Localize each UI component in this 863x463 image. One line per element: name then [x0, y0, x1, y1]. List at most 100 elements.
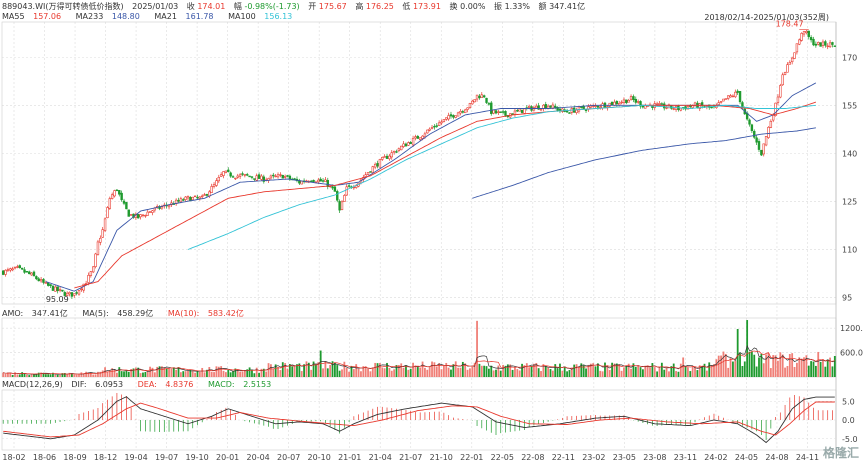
- candle-body: [494, 110, 498, 114]
- amount-bar: [504, 365, 507, 377]
- candle-body: [300, 180, 303, 185]
- amount-bar: [279, 370, 282, 377]
- candle-body: [487, 103, 491, 105]
- amount-bar: [762, 363, 765, 377]
- amount-bar: [461, 361, 464, 377]
- amount-bar: [144, 372, 147, 377]
- amount-bar: [89, 372, 92, 377]
- amount-bar: [251, 370, 253, 377]
- low-item: 低 173.91: [402, 2, 441, 11]
- x-tick-label: 21-07: [399, 453, 422, 462]
- candle-body: [113, 190, 116, 197]
- candle-body: [110, 194, 114, 199]
- candle-body: [764, 136, 768, 146]
- x-tick-label: 19-04: [124, 453, 147, 462]
- candle-body: [800, 33, 803, 41]
- amount-bar: [132, 368, 135, 377]
- amount-bar: [281, 362, 284, 377]
- amount-bar: [300, 371, 303, 377]
- amount-bar: [703, 363, 706, 377]
- candle-body: [84, 283, 88, 285]
- amount-bar: [421, 361, 424, 377]
- candle-body: [520, 109, 524, 113]
- candle-body: [227, 169, 230, 172]
- amount-bar: [559, 363, 561, 377]
- candle-body: [106, 207, 109, 219]
- candle-body: [54, 286, 57, 292]
- macd-dif-line: [3, 396, 835, 444]
- amount-bar: [260, 368, 263, 377]
- candle-body: [658, 103, 661, 105]
- amount-bar: [732, 361, 734, 377]
- amount-bar: [438, 363, 441, 377]
- candle-body: [544, 104, 547, 109]
- amount-bar: [665, 367, 668, 377]
- amount-bar: [580, 363, 583, 377]
- amount-bar: [414, 365, 417, 377]
- x-tick-label: 24-05: [735, 453, 758, 462]
- amount-bar: [400, 363, 403, 377]
- candle-body: [817, 42, 820, 45]
- amount-bar: [604, 362, 606, 377]
- candle-body: [18, 265, 21, 269]
- amount-bar: [319, 350, 322, 377]
- amount-bar: [464, 363, 467, 377]
- amount-bar: [75, 374, 78, 377]
- amount-bar: [108, 370, 111, 377]
- amount-bar: [284, 363, 287, 377]
- candle-body: [774, 102, 777, 116]
- candle-body: [826, 45, 829, 48]
- candle-body: [461, 111, 465, 113]
- candle-body: [281, 174, 284, 179]
- macd-tick-label: 0.0: [842, 416, 855, 425]
- x-tick-label: 18-12: [94, 453, 117, 462]
- amount-bar: [452, 364, 455, 377]
- amount-bar: [803, 357, 805, 377]
- candle-body: [501, 111, 505, 113]
- amount-bar: [336, 365, 339, 377]
- amount-bar: [426, 369, 429, 377]
- amount-bar: [485, 366, 488, 377]
- candle-body: [437, 122, 441, 126]
- amount-bar: [409, 368, 412, 377]
- candle-body: [177, 199, 180, 202]
- candle-body: [490, 102, 493, 114]
- amount-bar: [123, 371, 125, 377]
- amount-bar: [615, 363, 618, 377]
- amount-bar: [364, 366, 367, 377]
- candle-body: [236, 175, 239, 178]
- candle-body: [1, 270, 5, 275]
- candle-body: [238, 174, 242, 177]
- amount-bar: [59, 375, 61, 377]
- amount-bar: [428, 366, 431, 377]
- candle-body: [558, 108, 562, 111]
- amount-bar: [424, 367, 426, 377]
- candle-body: [561, 108, 564, 112]
- amount-bar: [175, 369, 178, 377]
- candle-body: [44, 282, 48, 284]
- amount-bar: [191, 371, 194, 377]
- candle-body: [786, 64, 789, 73]
- open-item: 开 175.67: [308, 2, 347, 11]
- amount-bar: [483, 365, 486, 377]
- ma-line-ma21: [45, 82, 817, 292]
- candle-body: [224, 170, 228, 173]
- amount-bar: [663, 369, 666, 377]
- amount-bar: [734, 360, 737, 377]
- amount-bar: [540, 371, 542, 377]
- amount-bar: [826, 359, 829, 377]
- candle-body: [347, 185, 351, 187]
- candle-body: [753, 130, 756, 138]
- amount-bar: [819, 361, 822, 377]
- amount-bar: [82, 373, 85, 377]
- candle-body: [321, 180, 325, 182]
- amount-bar: [49, 374, 52, 377]
- amount-bar: [457, 367, 459, 377]
- amount-bar: [253, 373, 256, 377]
- candle-body: [108, 198, 112, 209]
- amount-bar: [322, 368, 324, 377]
- x-tick-label: 22-05: [491, 453, 514, 462]
- candle-body: [28, 271, 31, 275]
- amount-bar: [18, 374, 21, 377]
